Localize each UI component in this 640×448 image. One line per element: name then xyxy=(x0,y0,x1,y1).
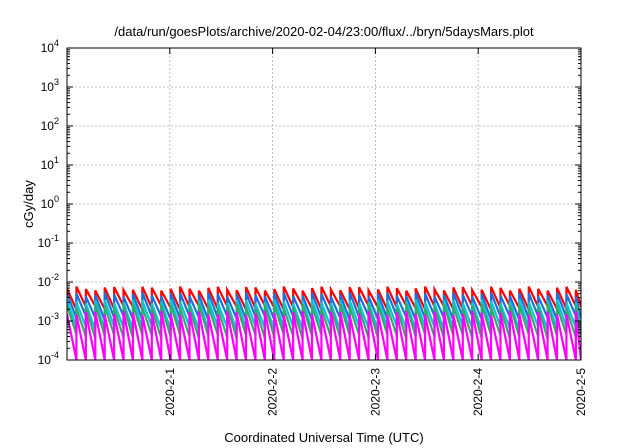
y-tick-exponent: -1 xyxy=(51,233,59,243)
y-tick-exponent: 2 xyxy=(54,116,59,126)
y-tick-label: 100 xyxy=(41,194,59,211)
y-tick-label: 10-2 xyxy=(38,272,59,289)
series-line-3 xyxy=(67,299,581,331)
series-line-2 xyxy=(67,292,581,321)
y-tick-label: 10-4 xyxy=(38,350,59,367)
chart-title: /data/run/goesPlots/archive/2020-02-04/2… xyxy=(114,24,534,39)
x-tick-label: 2020-2-5 xyxy=(574,368,588,416)
y-tick-base: 10 xyxy=(41,41,55,55)
x-tick-label: 2020-2-3 xyxy=(368,368,382,416)
y-tick-exponent: 0 xyxy=(54,194,59,204)
y-tick-base: 10 xyxy=(38,236,52,250)
y-tick-exponent: 1 xyxy=(54,155,59,165)
y-tick-base: 10 xyxy=(41,80,55,94)
x-tick-label: 2020-2-2 xyxy=(266,368,280,416)
x-tick-label: 2020-2-1 xyxy=(163,368,177,416)
series-layer xyxy=(67,284,581,360)
y-tick-exponent: -2 xyxy=(51,272,59,282)
series-line-1 xyxy=(67,284,581,312)
y-tick-label: 104 xyxy=(41,38,59,55)
y-axis-label: cGy/day xyxy=(21,180,36,228)
y-tick-label: 10-3 xyxy=(38,311,59,328)
y-tick-label: 102 xyxy=(41,116,59,133)
y-tick-base: 10 xyxy=(41,158,55,172)
x-axis-label: Coordinated Universal Time (UTC) xyxy=(224,430,423,445)
y-tick-exponent: -3 xyxy=(51,311,59,321)
x-tick-label: 2020-2-4 xyxy=(471,368,485,416)
y-tick-base: 10 xyxy=(41,119,55,133)
y-tick-exponent: -4 xyxy=(51,350,59,360)
y-tick-exponent: 4 xyxy=(54,38,59,48)
y-tick-base: 10 xyxy=(38,353,52,367)
y-tick-exponent: 3 xyxy=(54,77,59,87)
y-tick-base: 10 xyxy=(41,197,55,211)
series-line-5 xyxy=(67,310,581,360)
y-tick-base: 10 xyxy=(38,314,52,328)
y-tick-label: 101 xyxy=(41,155,59,172)
y-tick-label: 10-1 xyxy=(38,233,59,250)
y-tick-base: 10 xyxy=(38,275,52,289)
series-line-4 xyxy=(67,303,581,339)
y-tick-label: 103 xyxy=(41,77,59,94)
